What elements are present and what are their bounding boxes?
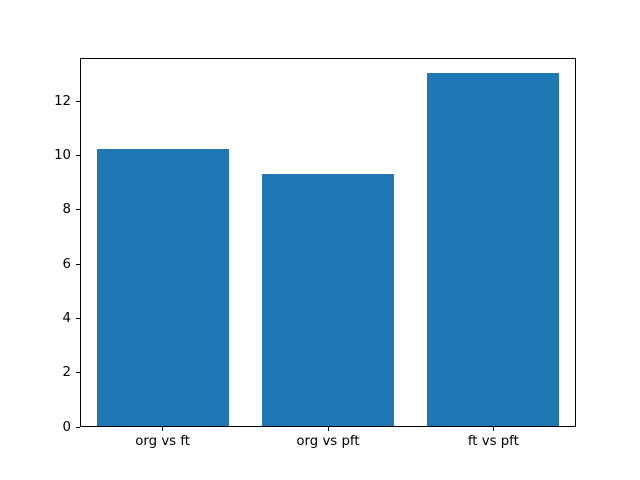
- ytick-label-2: 2: [62, 365, 71, 381]
- bar-org-vs-pft: [261, 173, 395, 426]
- ytick-mark-8: [76, 209, 80, 211]
- xtick-mark-org-vs-pft: [327, 427, 329, 431]
- xtick-label-ft-vs-pft: ft vs pft: [467, 434, 519, 449]
- ytick-label-4: 4: [62, 310, 71, 326]
- ytick-label-6: 6: [62, 256, 71, 272]
- ytick-label-10: 10: [54, 148, 71, 164]
- xtick-label-org-vs-ft: org vs ft: [135, 434, 191, 449]
- ytick-mark-10: [76, 155, 80, 157]
- xtick-label-org-vs-pft: org vs pft: [296, 434, 360, 449]
- ytick-mark-0: [76, 426, 80, 428]
- ytick-label-0: 0: [62, 419, 71, 435]
- bar-ft-vs-pft: [427, 73, 560, 426]
- xtick-mark-org-vs-ft: [162, 427, 164, 431]
- bar-org-vs-ft: [96, 149, 229, 426]
- ytick-label-12: 12: [54, 93, 71, 109]
- ytick-mark-2: [76, 372, 80, 374]
- ytick-label-8: 8: [62, 202, 71, 218]
- ytick-mark-12: [76, 100, 80, 102]
- ytick-mark-6: [76, 263, 80, 265]
- ytick-mark-4: [76, 317, 80, 319]
- xtick-mark-ft-vs-pft: [492, 427, 494, 431]
- plot-area: [80, 58, 576, 427]
